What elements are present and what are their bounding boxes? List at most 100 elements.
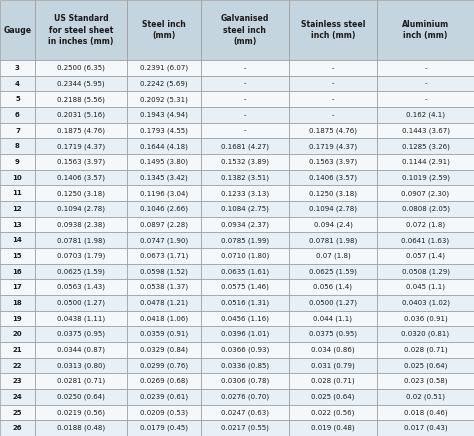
Text: 0.1532 (3.89): 0.1532 (3.89) (221, 159, 269, 165)
Text: 0.1719 (4.37): 0.1719 (4.37) (57, 143, 105, 150)
Bar (0, 264, 35, 279)
Bar (127, 107, 201, 123)
Bar (0, 295, 35, 311)
Text: 0.031 (0.79): 0.031 (0.79) (311, 362, 355, 369)
Text: 7: 7 (15, 128, 20, 134)
Text: 0.019 (0.48): 0.019 (0.48) (311, 425, 355, 431)
Bar (289, 107, 377, 123)
Bar (201, 389, 289, 405)
Bar (377, 185, 474, 201)
Text: 0.0306 (0.78): 0.0306 (0.78) (220, 378, 269, 385)
Bar (377, 327, 474, 342)
Bar (35, 92, 127, 107)
Text: 0.0673 (1.71): 0.0673 (1.71) (140, 253, 188, 259)
Text: 0.0897 (2.28): 0.0897 (2.28) (140, 221, 188, 228)
Bar (201, 107, 289, 123)
Bar (35, 358, 127, 373)
Text: 0.0366 (0.93): 0.0366 (0.93) (220, 347, 269, 353)
Text: 0.0598 (1.52): 0.0598 (1.52) (140, 268, 188, 275)
Text: -: - (332, 112, 334, 118)
Text: 0.0375 (0.95): 0.0375 (0.95) (309, 331, 357, 337)
Text: Steel inch
(mm): Steel inch (mm) (142, 20, 186, 40)
Bar (289, 279, 377, 295)
Bar (201, 264, 289, 279)
Text: 8: 8 (15, 143, 20, 149)
Bar (289, 311, 377, 327)
Text: 0.0396 (1.01): 0.0396 (1.01) (220, 331, 269, 337)
Bar (127, 342, 201, 358)
Bar (377, 123, 474, 139)
Bar (127, 154, 201, 170)
Bar (377, 279, 474, 295)
Text: 0.094 (2.4): 0.094 (2.4) (313, 221, 352, 228)
Bar (35, 311, 127, 327)
Text: -: - (424, 96, 427, 102)
Text: -: - (244, 112, 246, 118)
Text: 0.0641 (1.63): 0.0641 (1.63) (401, 237, 450, 243)
Text: US Standard
for steel sheet
in inches (mm): US Standard for steel sheet in inches (m… (48, 14, 114, 46)
Text: 0.1406 (3.57): 0.1406 (3.57) (57, 174, 105, 181)
Text: 0.1233 (3.13): 0.1233 (3.13) (221, 190, 269, 197)
Bar (0, 217, 35, 232)
Text: 0.1144 (2.91): 0.1144 (2.91) (401, 159, 449, 165)
Bar (0, 0, 35, 60)
Bar (201, 232, 289, 248)
Text: 9: 9 (15, 159, 20, 165)
Bar (377, 232, 474, 248)
Text: 0.0188 (0.48): 0.0188 (0.48) (57, 425, 105, 431)
Bar (201, 279, 289, 295)
Text: 0.0329 (0.84): 0.0329 (0.84) (140, 347, 188, 353)
Text: 0.036 (0.91): 0.036 (0.91) (404, 315, 447, 322)
Text: 0.0808 (2.05): 0.0808 (2.05) (401, 206, 449, 212)
Text: 0.1495 (3.80): 0.1495 (3.80) (140, 159, 188, 165)
Text: 0.025 (0.64): 0.025 (0.64) (311, 394, 355, 400)
Bar (377, 170, 474, 185)
Bar (127, 373, 201, 389)
Bar (201, 0, 289, 60)
Bar (127, 420, 201, 436)
Bar (289, 358, 377, 373)
Bar (0, 389, 35, 405)
Text: 25: 25 (13, 409, 22, 416)
Text: 0.1943 (4.94): 0.1943 (4.94) (140, 112, 188, 118)
Text: 0.0403 (1.02): 0.0403 (1.02) (401, 300, 449, 306)
Text: -: - (332, 65, 334, 71)
Bar (35, 342, 127, 358)
Bar (35, 264, 127, 279)
Bar (35, 405, 127, 420)
Text: Galvanised
steel inch
(mm): Galvanised steel inch (mm) (220, 14, 269, 46)
Text: 4: 4 (15, 81, 20, 87)
Bar (377, 389, 474, 405)
Bar (35, 248, 127, 264)
Text: 0.057 (1.4): 0.057 (1.4) (406, 253, 445, 259)
Text: 0.018 (0.46): 0.018 (0.46) (404, 409, 447, 416)
Bar (377, 264, 474, 279)
Bar (127, 358, 201, 373)
Bar (377, 76, 474, 92)
Text: 10: 10 (13, 174, 22, 181)
Bar (201, 76, 289, 92)
Text: 0.0269 (0.68): 0.0269 (0.68) (140, 378, 188, 385)
Bar (377, 217, 474, 232)
Bar (35, 123, 127, 139)
Text: 0.0478 (1.21): 0.0478 (1.21) (140, 300, 188, 306)
Text: 0.0276 (0.70): 0.0276 (0.70) (221, 394, 269, 400)
Bar (0, 373, 35, 389)
Bar (201, 420, 289, 436)
Bar (35, 420, 127, 436)
Text: 0.02 (0.51): 0.02 (0.51) (406, 394, 445, 400)
Text: 0.1382 (3.51): 0.1382 (3.51) (221, 174, 269, 181)
Text: 0.0418 (1.06): 0.0418 (1.06) (140, 315, 188, 322)
Text: 0.0538 (1.37): 0.0538 (1.37) (140, 284, 188, 290)
Text: 0.0575 (1.46): 0.0575 (1.46) (221, 284, 269, 290)
Bar (35, 139, 127, 154)
Text: 0.1345 (3.42): 0.1345 (3.42) (140, 174, 188, 181)
Bar (289, 0, 377, 60)
Text: 0.1644 (4.18): 0.1644 (4.18) (140, 143, 188, 150)
Bar (377, 342, 474, 358)
Bar (201, 311, 289, 327)
Text: 0.0250 (0.64): 0.0250 (0.64) (57, 394, 105, 400)
Bar (127, 76, 201, 92)
Text: Aluminium
inch (mm): Aluminium inch (mm) (402, 20, 449, 40)
Bar (201, 92, 289, 107)
